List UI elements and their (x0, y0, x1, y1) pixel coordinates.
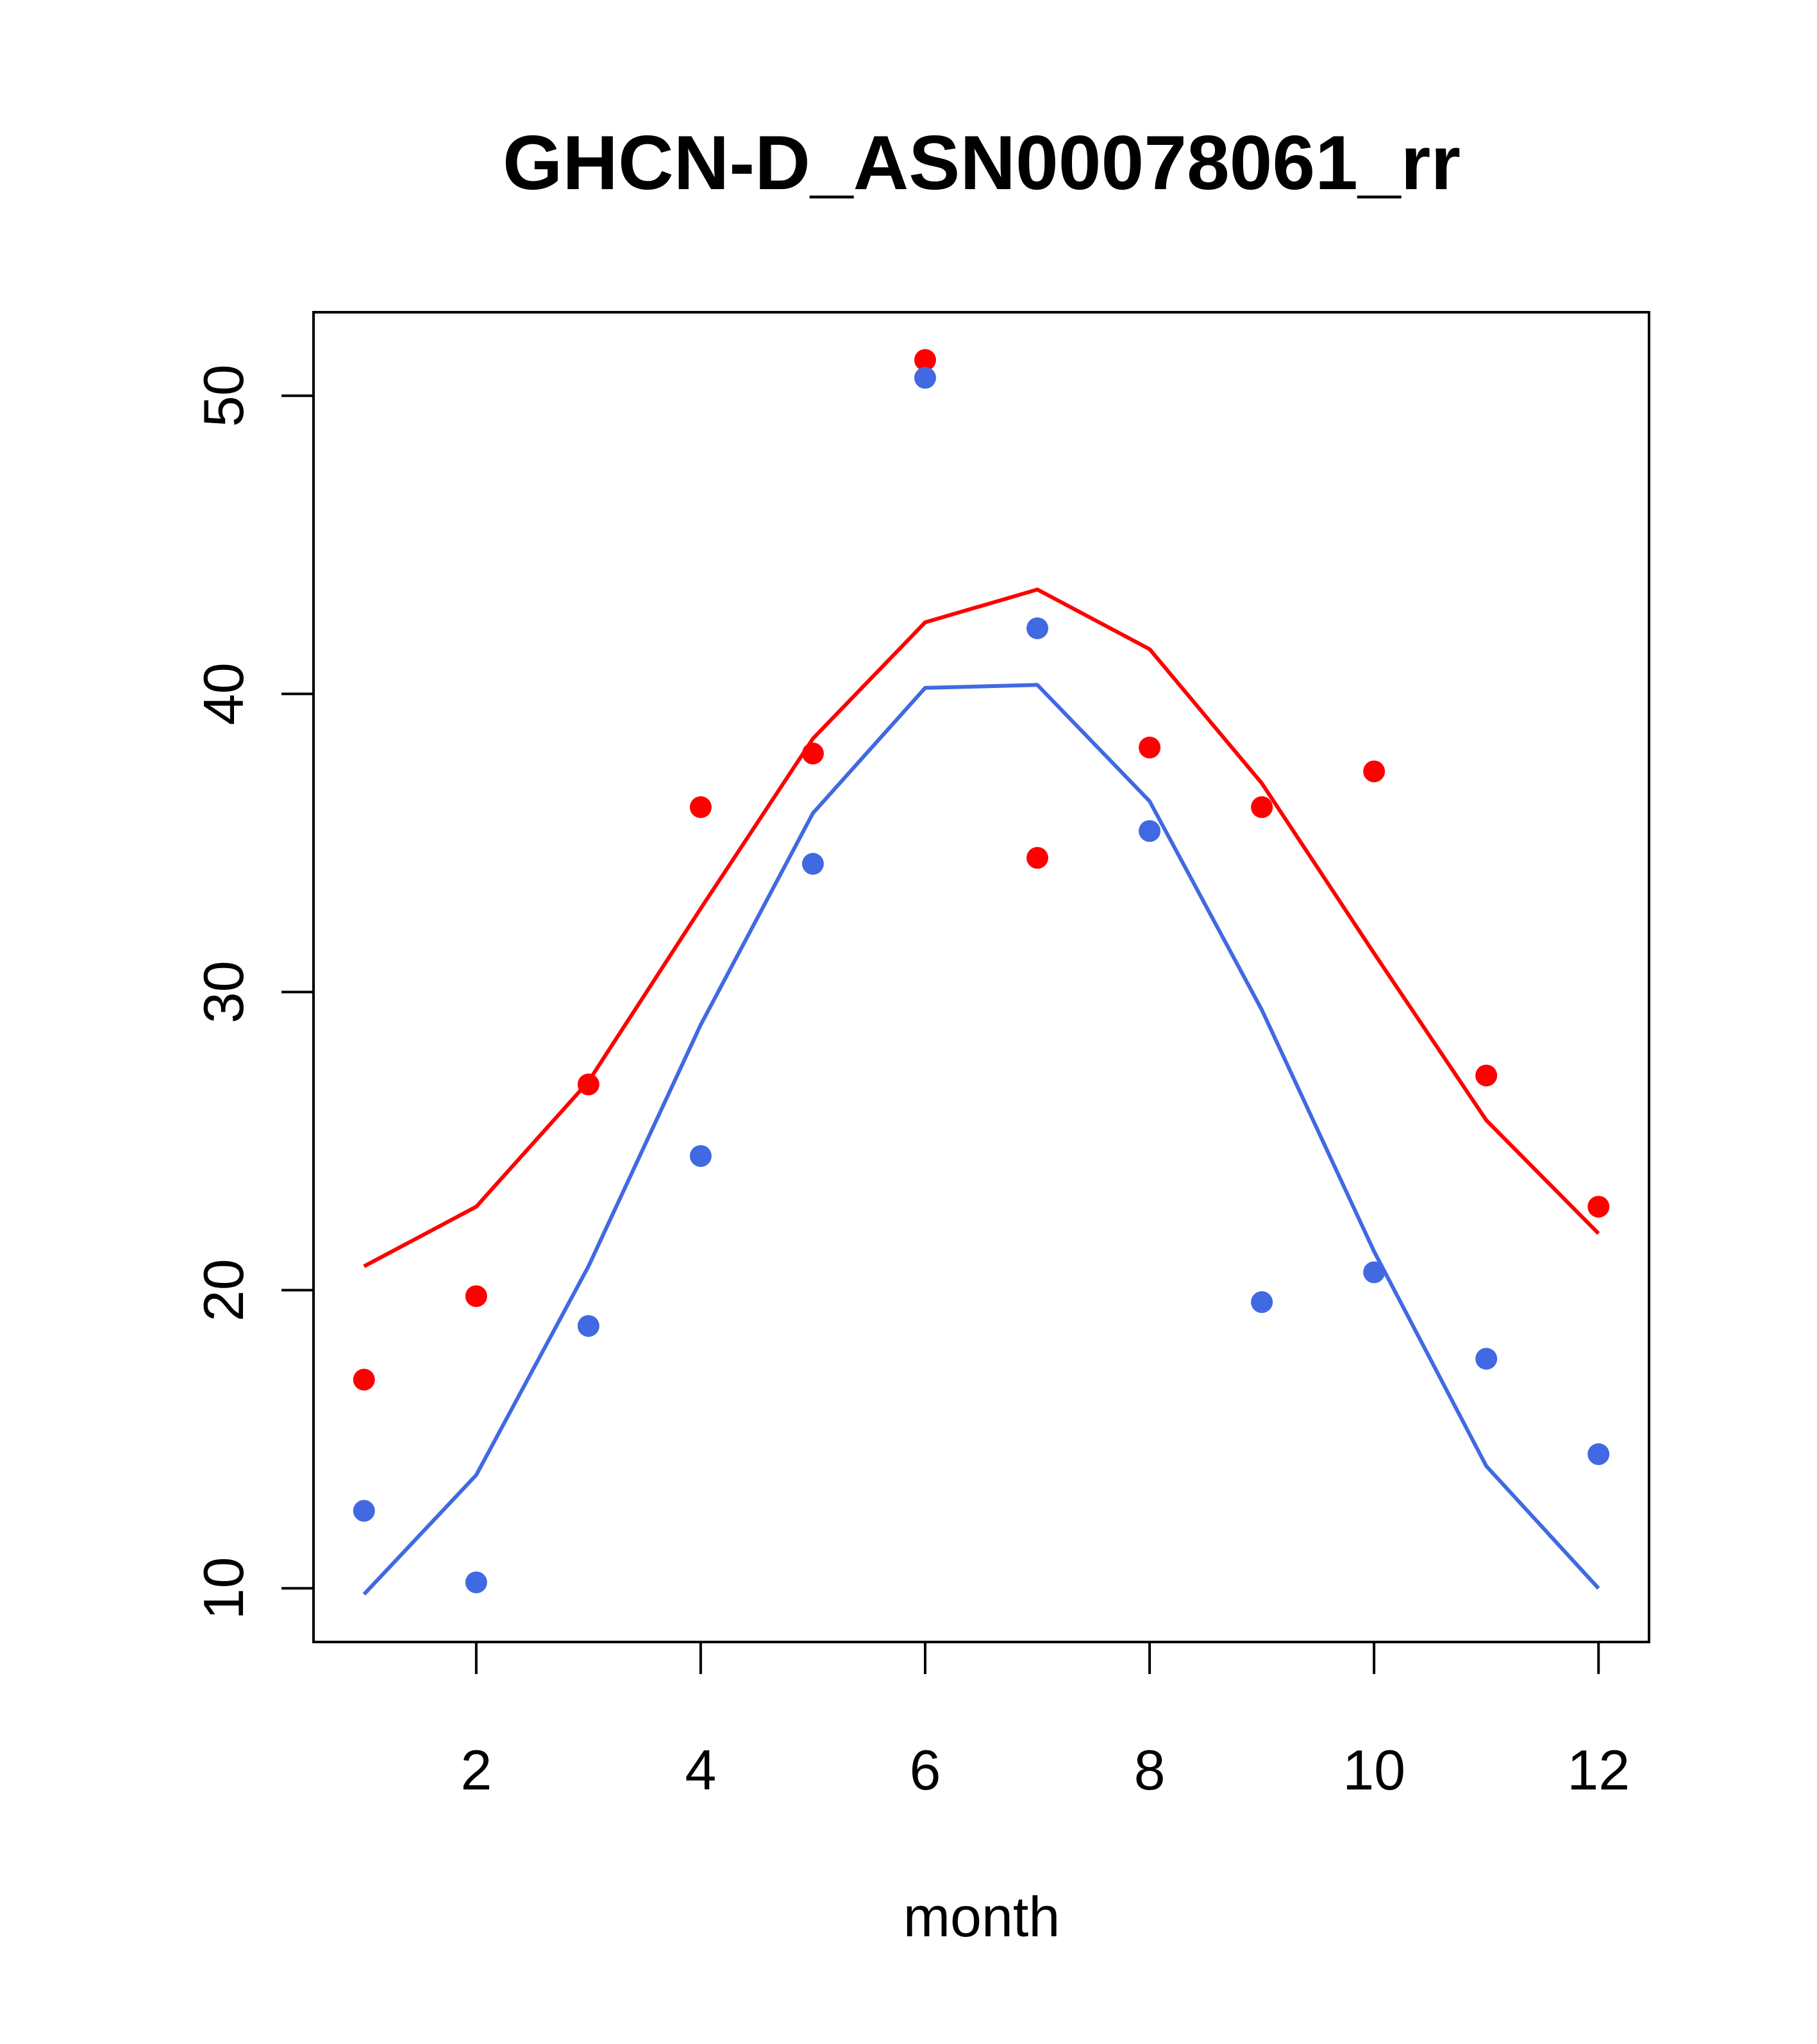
series-line (362, 683, 1600, 1596)
data-point (1363, 760, 1386, 783)
x-tick-label: 12 (1567, 1738, 1630, 1802)
series-blue-points (353, 367, 1610, 1593)
data-point (465, 1285, 487, 1307)
data-point (465, 1571, 487, 1593)
x-tick-label: 10 (1343, 1738, 1405, 1802)
data-point (689, 1145, 712, 1168)
series-blue-line (362, 683, 1600, 1596)
series-red-points (353, 349, 1610, 1391)
data-point (1251, 1291, 1273, 1313)
series-layer (353, 349, 1610, 1596)
data-point (801, 853, 824, 875)
chart-title: GHCN-D_ASN00078061_rr (503, 120, 1461, 206)
x-axis: 2 4 6 8 10 12 (460, 1641, 1630, 1802)
x-axis-label: month (903, 1885, 1060, 1948)
y-tick-label: 20 (192, 1259, 255, 1321)
y-tick-label: 40 (192, 662, 255, 725)
series-line (363, 587, 1600, 1268)
y-tick-label: 50 (192, 364, 255, 427)
data-point (914, 349, 936, 371)
y-axis: 10 20 30 40 50 (192, 364, 315, 1620)
x-tick-label: 6 (910, 1738, 941, 1802)
data-point (914, 367, 936, 389)
data-point (1363, 1261, 1386, 1284)
data-point (353, 1500, 375, 1522)
data-point (689, 796, 712, 818)
data-point (1139, 820, 1161, 842)
data-point (1026, 846, 1049, 869)
data-point (1251, 796, 1273, 818)
data-point (1587, 1196, 1610, 1218)
data-point (1475, 1064, 1498, 1087)
data-point (1587, 1443, 1610, 1466)
x-tick-label: 8 (1134, 1738, 1166, 1802)
x-tick-label: 2 (460, 1738, 492, 1802)
data-point (353, 1368, 375, 1391)
data-point (1026, 617, 1049, 639)
series-red-line (363, 587, 1600, 1268)
data-point (1139, 736, 1161, 758)
data-point (1475, 1348, 1498, 1370)
y-tick-label: 30 (192, 960, 255, 1023)
data-point (577, 1315, 599, 1337)
x-tick-label: 4 (685, 1738, 716, 1802)
y-tick-label: 10 (192, 1557, 255, 1620)
